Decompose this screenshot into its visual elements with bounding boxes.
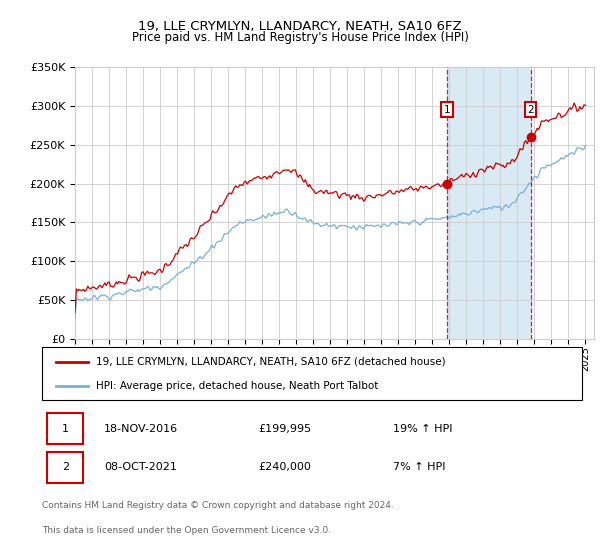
Text: HPI: Average price, detached house, Neath Port Talbot: HPI: Average price, detached house, Neat… [96, 380, 379, 390]
Text: 19, LLE CRYMLYN, LLANDARCY, NEATH, SA10 6FZ (detached house): 19, LLE CRYMLYN, LLANDARCY, NEATH, SA10 … [96, 357, 446, 367]
Text: This data is licensed under the Open Government Licence v3.0.: This data is licensed under the Open Gov… [42, 526, 331, 535]
Text: 18-NOV-2016: 18-NOV-2016 [104, 424, 178, 433]
Bar [448, 67, 530, 339]
Text: 7% ↑ HPI: 7% ↑ HPI [393, 462, 445, 472]
Text: Contains HM Land Registry data © Crown copyright and database right 2024.: Contains HM Land Registry data © Crown c… [42, 501, 394, 510]
Text: 19% ↑ HPI: 19% ↑ HPI [393, 424, 452, 433]
Text: £240,000: £240,000 [258, 462, 311, 472]
Text: £199,995: £199,995 [258, 424, 311, 433]
Text: Price paid vs. HM Land Registry's House Price Index (HPI): Price paid vs. HM Land Registry's House … [131, 31, 469, 44]
FancyBboxPatch shape [42, 347, 582, 400]
FancyBboxPatch shape [47, 452, 83, 483]
Text: 19, LLE CRYMLYN, LLANDARCY, NEATH, SA10 6FZ: 19, LLE CRYMLYN, LLANDARCY, NEATH, SA10 … [138, 20, 462, 32]
FancyBboxPatch shape [47, 413, 83, 444]
Text: 2: 2 [527, 105, 534, 115]
Text: 1: 1 [62, 424, 69, 433]
Text: 2: 2 [62, 462, 69, 472]
Text: 08-OCT-2021: 08-OCT-2021 [104, 462, 177, 472]
Text: 1: 1 [444, 105, 451, 115]
